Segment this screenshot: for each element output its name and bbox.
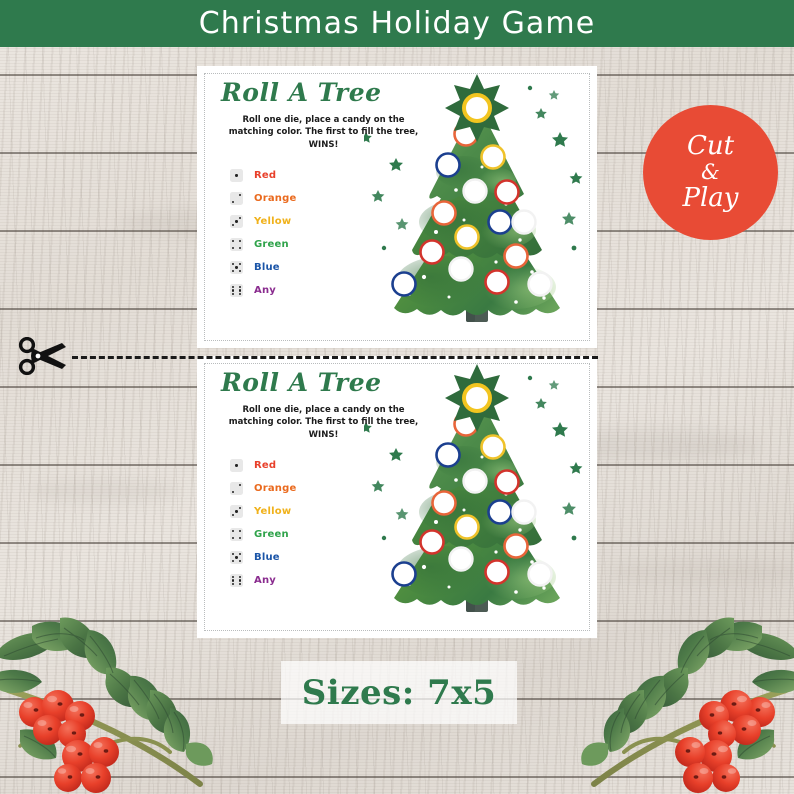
- dice-row-label: Any: [254, 575, 276, 586]
- die-face-5-icon: [230, 261, 243, 274]
- card-instructions: Roll one die, place a candy on the match…: [228, 115, 419, 150]
- die-face-6-icon: [230, 574, 243, 587]
- die-face-4-icon: [230, 528, 243, 541]
- scissors-icon: [18, 337, 66, 375]
- badge-ampersand: &: [701, 159, 720, 184]
- dice-color-legend: Red Orange Yellow: [230, 164, 380, 302]
- dice-row-label: Blue: [254, 552, 280, 563]
- christmas-tree-illustration: [360, 72, 589, 340]
- dice-row-label: Yellow: [254, 506, 292, 517]
- die-face-1-icon: [230, 459, 243, 472]
- berry-cluster: [699, 690, 775, 748]
- cut-and-play-badge[interactable]: Cut & Play: [643, 105, 778, 240]
- dice-row-label: Green: [254, 239, 289, 250]
- dice-row-label: Yellow: [254, 216, 292, 227]
- card-instructions: Roll one die, place a candy on the match…: [228, 405, 419, 440]
- wood-grain-blotch: [610, 560, 794, 584]
- game-card[interactable]: Roll A Tree Roll one die, place a candy …: [197, 66, 597, 348]
- holly-berry-sprig-left: [0, 612, 294, 794]
- dice-row: Green: [230, 233, 380, 256]
- dice-row: Any: [230, 569, 380, 592]
- die-face-3-icon: [230, 505, 243, 518]
- berry-cluster: [54, 737, 119, 793]
- dice-row-label: Orange: [254, 193, 297, 204]
- christmas-tree-illustration: [360, 362, 589, 630]
- dice-row-label: Red: [254, 460, 277, 471]
- holly-berry-sprig-right: [500, 612, 794, 794]
- tree-star-topper: [445, 74, 509, 142]
- dice-color-legend: Red Orange Yellow: [230, 454, 380, 592]
- dice-row: Orange: [230, 477, 380, 500]
- dice-row: Yellow: [230, 500, 380, 523]
- sizes-label: Sizes: 7x5: [301, 672, 497, 713]
- game-card[interactable]: Roll A Tree Roll one die, place a candy …: [197, 356, 597, 638]
- header-banner: Christmas Holiday Game: [0, 0, 794, 47]
- die-face-3-icon: [230, 215, 243, 228]
- berry-cluster: [675, 737, 740, 793]
- dice-row: Blue: [230, 546, 380, 569]
- die-face-6-icon: [230, 284, 243, 297]
- die-face-4-icon: [230, 238, 243, 251]
- dice-row-label: Red: [254, 170, 277, 181]
- card-title: Roll A Tree: [221, 368, 382, 397]
- badge-line-1: Cut: [686, 130, 735, 161]
- dice-row: Blue: [230, 256, 380, 279]
- badge-line-2: Play: [682, 183, 739, 214]
- dice-row: Green: [230, 523, 380, 546]
- page-title: Christmas Holiday Game: [198, 6, 596, 41]
- dice-row: Red: [230, 454, 380, 477]
- dice-row: Orange: [230, 187, 380, 210]
- die-face-2-icon: [230, 482, 243, 495]
- card-dotted-border: [204, 363, 590, 631]
- sizes-banner: Sizes: 7x5: [281, 661, 517, 724]
- cut-dashed-line: [72, 355, 598, 359]
- dice-row: Red: [230, 164, 380, 187]
- die-face-5-icon: [230, 551, 243, 564]
- card-title: Roll A Tree: [221, 78, 382, 107]
- dice-row: Yellow: [230, 210, 380, 233]
- dice-row-label: Blue: [254, 262, 280, 273]
- die-face-2-icon: [230, 192, 243, 205]
- dice-row-label: Orange: [254, 483, 297, 494]
- tree-star-topper: [445, 364, 509, 432]
- dice-row-label: Any: [254, 285, 276, 296]
- die-face-1-icon: [230, 169, 243, 182]
- dice-row-label: Green: [254, 529, 289, 540]
- wood-grain-blotch: [30, 480, 180, 502]
- cut-line-group: [18, 336, 598, 376]
- card-dotted-border: [204, 73, 590, 341]
- dice-row: Any: [230, 279, 380, 302]
